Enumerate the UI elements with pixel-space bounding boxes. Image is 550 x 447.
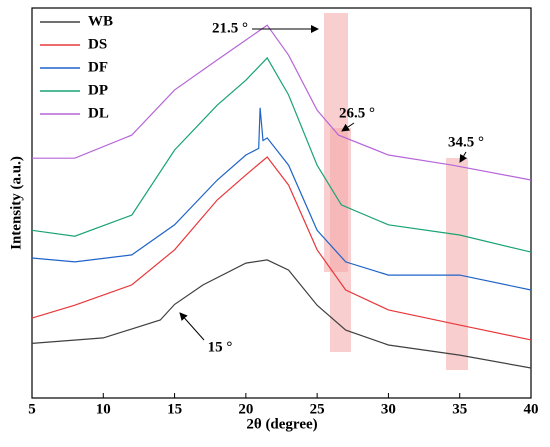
annotation-arrow xyxy=(179,312,205,341)
data-line xyxy=(31,259,532,369)
legend-label: DF xyxy=(88,59,108,75)
legend-label: WB xyxy=(88,13,113,29)
annotation-arrow xyxy=(459,151,468,163)
legend-label: DS xyxy=(88,36,107,52)
highlight-bands xyxy=(324,13,468,370)
data-line xyxy=(32,24,532,181)
annotation: 21.5 ° xyxy=(212,20,248,36)
annotation: 26.5 ° xyxy=(339,105,375,121)
data-line xyxy=(31,56,532,253)
x-tick-label: 40 xyxy=(524,401,539,417)
band xyxy=(446,158,468,370)
x-tick-label: 20 xyxy=(238,401,253,417)
x-tick-label: 10 xyxy=(96,401,111,417)
annotation: 15 ° xyxy=(208,339,233,355)
data-line xyxy=(31,156,532,341)
legend-label: DP xyxy=(88,82,108,98)
x-tick-label: 30 xyxy=(381,401,396,417)
x-tick-label: 25 xyxy=(310,401,325,417)
y-axis-label: Intensity (a.u.) xyxy=(8,156,24,250)
data-line xyxy=(31,107,532,291)
x-tick-label: 5 xyxy=(28,401,36,417)
annotation-arrow xyxy=(341,122,355,132)
x-tick-label: 15 xyxy=(167,401,182,417)
plot-frame xyxy=(31,7,532,399)
x-axis-label: 2θ (degree) xyxy=(246,416,317,432)
x-tick-label: 35 xyxy=(452,401,467,417)
annotation: 34.5 ° xyxy=(448,134,484,150)
legend-label: DL xyxy=(88,105,109,121)
band xyxy=(330,128,351,352)
